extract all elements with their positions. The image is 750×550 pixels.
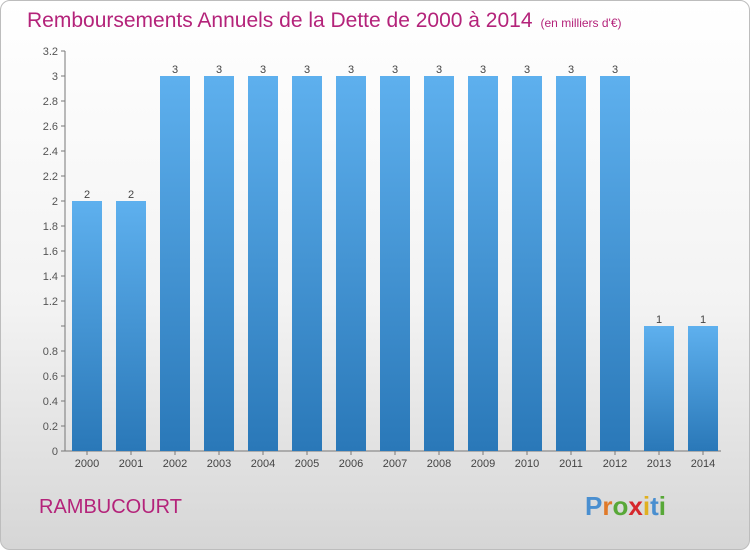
chart-bars [72, 76, 718, 451]
bar [380, 76, 410, 451]
bar-data-label: 2 [128, 189, 134, 201]
bar [600, 76, 630, 451]
x-tick-label: 2009 [471, 458, 495, 470]
y-tick-label: 0.2 [43, 421, 58, 433]
bar [512, 76, 542, 451]
x-tick-label: 2011 [559, 458, 583, 470]
bar [160, 76, 190, 451]
bar-data-label: 3 [304, 64, 310, 76]
bar-data-label: 3 [480, 64, 486, 76]
bar [468, 76, 498, 451]
bar-data-label: 3 [612, 64, 618, 76]
x-tick-label: 2000 [75, 458, 99, 470]
x-tick-label: 2002 [163, 458, 187, 470]
y-tick-label: 2.4 [43, 146, 58, 158]
bar-data-label: 3 [436, 64, 442, 76]
y-tick-label: 0 [52, 446, 58, 458]
bar-data-label: 3 [216, 64, 222, 76]
bar-data-label: 3 [260, 64, 266, 76]
y-tick-label: 2 [52, 196, 58, 208]
x-tick-label: 2005 [295, 458, 319, 470]
bar-data-label: 1 [656, 314, 662, 326]
bar-data-label: 3 [568, 64, 574, 76]
y-tick-label: 3 [52, 71, 58, 83]
x-tick-label: 2006 [339, 458, 363, 470]
bar [424, 76, 454, 451]
y-tick-label: 2.6 [43, 121, 58, 133]
proxiti-logo[interactable]: Proxiti [585, 491, 666, 521]
x-tick-label: 2013 [647, 458, 671, 470]
bar [336, 76, 366, 451]
bar [72, 201, 102, 451]
bar [116, 201, 146, 451]
commune-name: RAMBUCOURT [39, 496, 182, 518]
chart-unit: (en milliers d'€) [540, 16, 622, 30]
y-tick-label: 0.6 [43, 371, 58, 383]
y-tick-label: 2.2 [43, 171, 58, 183]
y-tick-label: 0.4 [43, 396, 58, 408]
y-tick-label: 2.8 [43, 96, 58, 108]
bar [248, 76, 278, 451]
x-tick-label: 2014 [691, 458, 715, 470]
x-tick-label: 2010 [515, 458, 539, 470]
y-tick-label: 3.2 [43, 46, 58, 58]
bar [556, 76, 586, 451]
x-tick-label: 2012 [603, 458, 627, 470]
bar-data-label: 2 [84, 189, 90, 201]
chart-title: Remboursements Annuels de la Dette de 20… [27, 9, 622, 33]
y-tick-label: 0.8 [43, 346, 58, 358]
y-tick-label: 1.4 [43, 271, 58, 283]
bar [292, 76, 322, 451]
bar-data-label: 3 [392, 64, 398, 76]
bar [204, 76, 234, 451]
chart-title-text: Remboursements Annuels de la Dette de 20… [27, 9, 533, 32]
x-tick-label: 2003 [207, 458, 231, 470]
bar [644, 326, 674, 451]
x-tick-label: 2001 [119, 458, 143, 470]
bar-data-label: 1 [700, 314, 706, 326]
y-tick-label: 1.6 [43, 246, 58, 258]
y-tick-label: 1.8 [43, 221, 58, 233]
x-tick-label: 2004 [251, 458, 275, 470]
bar [688, 326, 718, 451]
y-tick-label: 1.2 [43, 296, 58, 308]
x-tick-label: 2007 [383, 458, 407, 470]
bar-data-label: 3 [524, 64, 530, 76]
chart-labels: 2000 2 2001 2 2002 3 2003 3 2004 3 2005 3 2006 3 2007 3… [75, 64, 715, 470]
x-tick-label: 2008 [427, 458, 451, 470]
bar-data-label: 3 [348, 64, 354, 76]
bar-data-label: 3 [172, 64, 178, 76]
